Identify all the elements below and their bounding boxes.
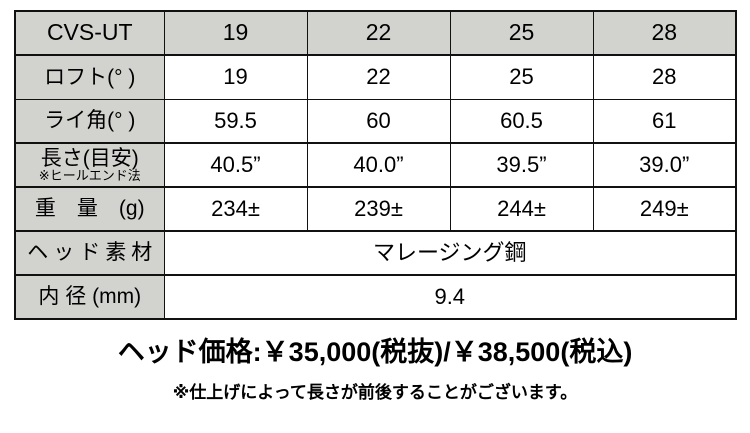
cell-length-19: 40.5” [163, 142, 308, 188]
cell-weight-25: 244± [449, 186, 594, 232]
table-row: 重 量 (g) 234± 239± 244± 249± [14, 186, 737, 232]
cell-weight-22: 239± [306, 186, 451, 232]
cell-loft-28: 28 [592, 54, 737, 100]
row-label-lie-angle: ライ角(° ) [14, 98, 165, 144]
column-header-4: 28 [592, 10, 737, 56]
cell-length-25: 39.5” [449, 142, 594, 188]
specification-table: CVS-UT 19 22 25 28 ロフト(° ) 19 22 25 28 ラ… [14, 10, 737, 320]
table-header-row: CVS-UT 19 22 25 28 [14, 10, 737, 56]
cell-loft-25: 25 [449, 54, 594, 100]
row-label-head-material: ヘッド素材 [14, 230, 165, 276]
cell-head-material-value: マレージング鋼 [163, 230, 737, 276]
row-label-inner-diameter: 内 径 (mm) [14, 274, 165, 320]
table-row: 内 径 (mm) 9.4 [14, 274, 737, 320]
cell-weight-19: 234± [163, 186, 308, 232]
cell-lie-22: 60 [306, 98, 451, 144]
length-disclaimer-footnote: ※仕上げによって長さが前後することがございます。 [172, 383, 578, 402]
head-price-line: ヘッド価格:￥35,000(税抜)/￥38,500(税込) [117, 337, 633, 367]
cell-weight-28: 249± [592, 186, 737, 232]
column-header-2: 22 [306, 10, 451, 56]
row-label-length-note: ※ヒールエンド法 [38, 167, 141, 183]
column-header-3: 25 [449, 10, 594, 56]
table-row: ロフト(° ) 19 22 25 28 [14, 54, 737, 100]
cell-lie-19: 59.5 [163, 98, 308, 144]
cell-lie-28: 61 [592, 98, 737, 144]
spec-table-container: CVS-UT 19 22 25 28 ロフト(° ) 19 22 25 28 ラ… [14, 10, 737, 320]
table-row: ライ角(° ) 59.5 60 60.5 61 [14, 98, 737, 144]
row-label-length-main: 長さ(目安) [40, 146, 139, 170]
cell-loft-22: 22 [306, 54, 451, 100]
row-label-loft: ロフト(° ) [14, 54, 165, 100]
table-row: ヘッド素材 マレージング鋼 [14, 230, 737, 276]
cell-loft-19: 19 [163, 54, 308, 100]
column-header-1: 19 [163, 10, 308, 56]
cell-lie-25: 60.5 [449, 98, 594, 144]
cell-length-22: 40.0” [306, 142, 451, 188]
row-label-length: 長さ(目安) ※ヒールエンド法 [14, 142, 165, 188]
cell-inner-diameter-value: 9.4 [163, 274, 737, 320]
row-label-weight: 重 量 (g) [14, 186, 165, 232]
table-model-label: CVS-UT [14, 10, 165, 56]
cell-length-28: 39.0” [592, 142, 737, 188]
table-row: 長さ(目安) ※ヒールエンド法 40.5” 40.0” 39.5” 39.0” [14, 142, 737, 188]
